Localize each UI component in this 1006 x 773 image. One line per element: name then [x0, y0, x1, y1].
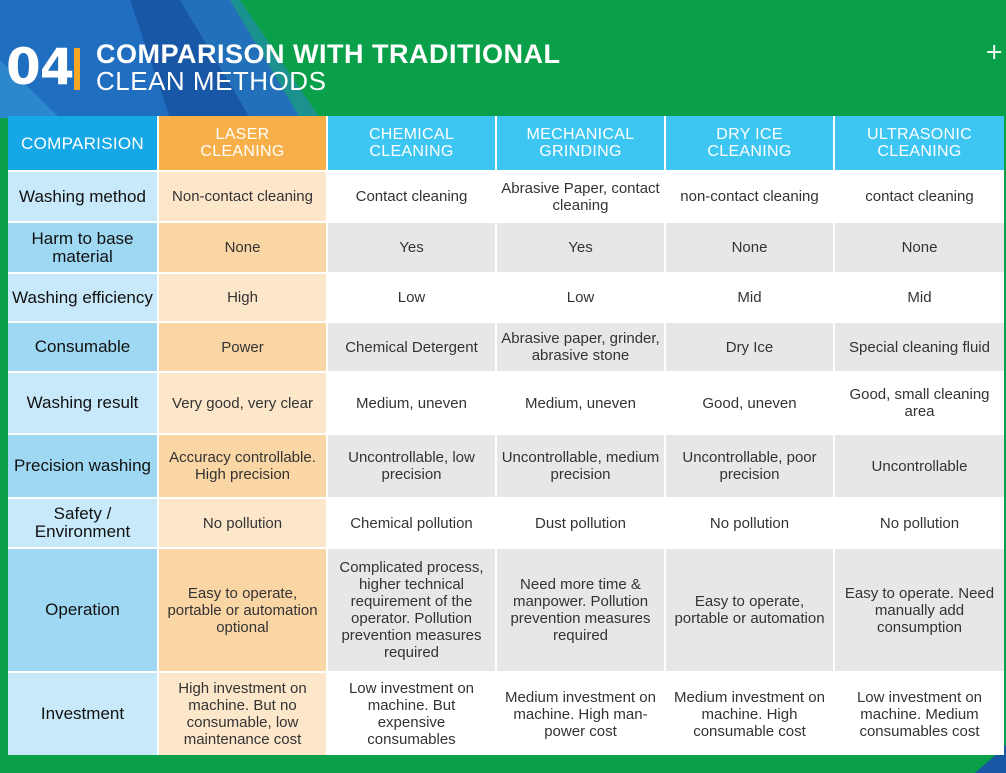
table-row-precision: Precision washing Accuracy controllable.…	[8, 433, 1004, 497]
title-accent-bar	[74, 48, 80, 90]
table-row-result: Washing result Very good, very clear Med…	[8, 371, 1004, 433]
table-cell: Yes	[497, 221, 666, 272]
page-title: COMPARISON WITH TRADITIONAL	[96, 39, 561, 69]
table-row-efficiency: Washing efficiency High Low Low Mid Mid	[8, 272, 1004, 321]
table-row-washing-method: Washing method Non-contact cleaning Cont…	[8, 170, 1004, 221]
row-label: Operation	[8, 547, 159, 671]
plus-icon: +	[985, 40, 1004, 65]
section-number: 04	[6, 38, 75, 96]
table-cell: Special cleaning fluid	[835, 321, 1004, 371]
column-header-laser: LASER CLEANING	[159, 116, 328, 170]
table-cell: Dry Ice	[666, 321, 835, 371]
column-header-label: ULTRASONIC CLEANING	[867, 126, 972, 160]
row-label: Consumable	[8, 321, 159, 371]
table-cell: Yes	[328, 221, 497, 272]
table-cell: Easy to operate. Need manually add consu…	[835, 547, 1004, 671]
row-label: Harm to base material	[8, 221, 159, 272]
table-cell: Abrasive Paper, contact cleaning	[497, 170, 666, 221]
column-header-dry-ice: DRY ICE CLEANING	[666, 116, 835, 170]
table-cell: None	[835, 221, 1004, 272]
table-cell: Complicated process, higher technical re…	[328, 547, 497, 671]
table-cell: Uncontrollable, low precision	[328, 433, 497, 497]
table-cell: Low	[328, 272, 497, 321]
table-cell: Mid	[666, 272, 835, 321]
table-cell: Low investment on machine. Medium consum…	[835, 671, 1004, 755]
table-cell: Mid	[835, 272, 1004, 321]
table-cell: Medium, uneven	[328, 371, 497, 433]
row-label: Investment	[8, 671, 159, 755]
table-cell: Medium investment on machine. High consu…	[666, 671, 835, 755]
column-header-label: LASER CLEANING	[200, 126, 285, 160]
table-cell: None	[666, 221, 835, 272]
table-cell: Good, uneven	[666, 371, 835, 433]
table-cell: Uncontrollable	[835, 433, 1004, 497]
table-cell: Very good, very clear	[159, 371, 328, 433]
table-cell: Abrasive paper, grinder, abrasive stone	[497, 321, 666, 371]
column-header-label: DRY ICE CLEANING	[707, 126, 792, 160]
table-cell: Easy to operate, portable or automation …	[159, 547, 328, 671]
table-cell: Chemical pollution	[328, 497, 497, 547]
table-cell: Contact cleaning	[328, 170, 497, 221]
table-cell: non-contact cleaning	[666, 170, 835, 221]
table-row-harm: Harm to base material None Yes Yes None …	[8, 221, 1004, 272]
column-header-chemical: CHEMICAL CLEANING	[328, 116, 497, 170]
page-header: 04 COMPARISON WITH TRADITIONAL CLEAN MET…	[0, 0, 1006, 118]
comparison-table: COMPARISION LASER CLEANING CHEMICAL CLEA…	[8, 116, 1004, 755]
table-cell: Dust pollution	[497, 497, 666, 547]
column-header-label: CHEMICAL CLEANING	[368, 126, 455, 160]
table-cell: None	[159, 221, 328, 272]
table-cell: No pollution	[835, 497, 1004, 547]
table-cell: Low	[497, 272, 666, 321]
column-header-ultrasonic: ULTRASONIC CLEANING	[835, 116, 1004, 170]
row-label: Washing method	[8, 170, 159, 221]
row-label: Precision washing	[8, 433, 159, 497]
page-subtitle: CLEAN METHODS	[96, 66, 327, 96]
table-cell: Accuracy controllable. High precision	[159, 433, 328, 497]
column-header-mechanical: MECHANICAL GRINDING	[497, 116, 666, 170]
table-cell: Power	[159, 321, 328, 371]
table-row-safety: Safety / Environment No pollution Chemic…	[8, 497, 1004, 547]
table-row-investment: Investment High investment on machine. B…	[8, 671, 1004, 755]
column-header-comparison: COMPARISION	[8, 116, 159, 170]
table-cell: Medium, uneven	[497, 371, 666, 433]
table-header-row: COMPARISION LASER CLEANING CHEMICAL CLEA…	[8, 116, 1004, 170]
table-cell: Need more time & manpower. Pollution pre…	[497, 547, 666, 671]
table-cell: contact cleaning	[835, 170, 1004, 221]
table-cell: Non-contact cleaning	[159, 170, 328, 221]
table-cell: Medium investment on machine. High man-p…	[497, 671, 666, 755]
table-row-operation: Operation Easy to operate, portable or a…	[8, 547, 1004, 671]
table-cell: Good, small cleaning area	[835, 371, 1004, 433]
row-label: Washing result	[8, 371, 159, 433]
table-cell: Easy to operate, portable or automation	[666, 547, 835, 671]
table-cell: Chemical Detergent	[328, 321, 497, 371]
table-cell: Uncontrollable, medium precision	[497, 433, 666, 497]
column-header-label: MECHANICAL GRINDING	[526, 126, 635, 160]
row-label: Safety / Environment	[8, 497, 159, 547]
table-cell: High investment on machine. But no consu…	[159, 671, 328, 755]
table-cell: High	[159, 272, 328, 321]
table-cell: Uncontrollable, poor precision	[666, 433, 835, 497]
table-cell: No pollution	[666, 497, 835, 547]
table-cell: No pollution	[159, 497, 328, 547]
row-label: Washing efficiency	[8, 272, 159, 321]
table-row-consumable: Consumable Power Chemical Detergent Abra…	[8, 321, 1004, 371]
table-cell: Low investment on machine. But expensive…	[328, 671, 497, 755]
